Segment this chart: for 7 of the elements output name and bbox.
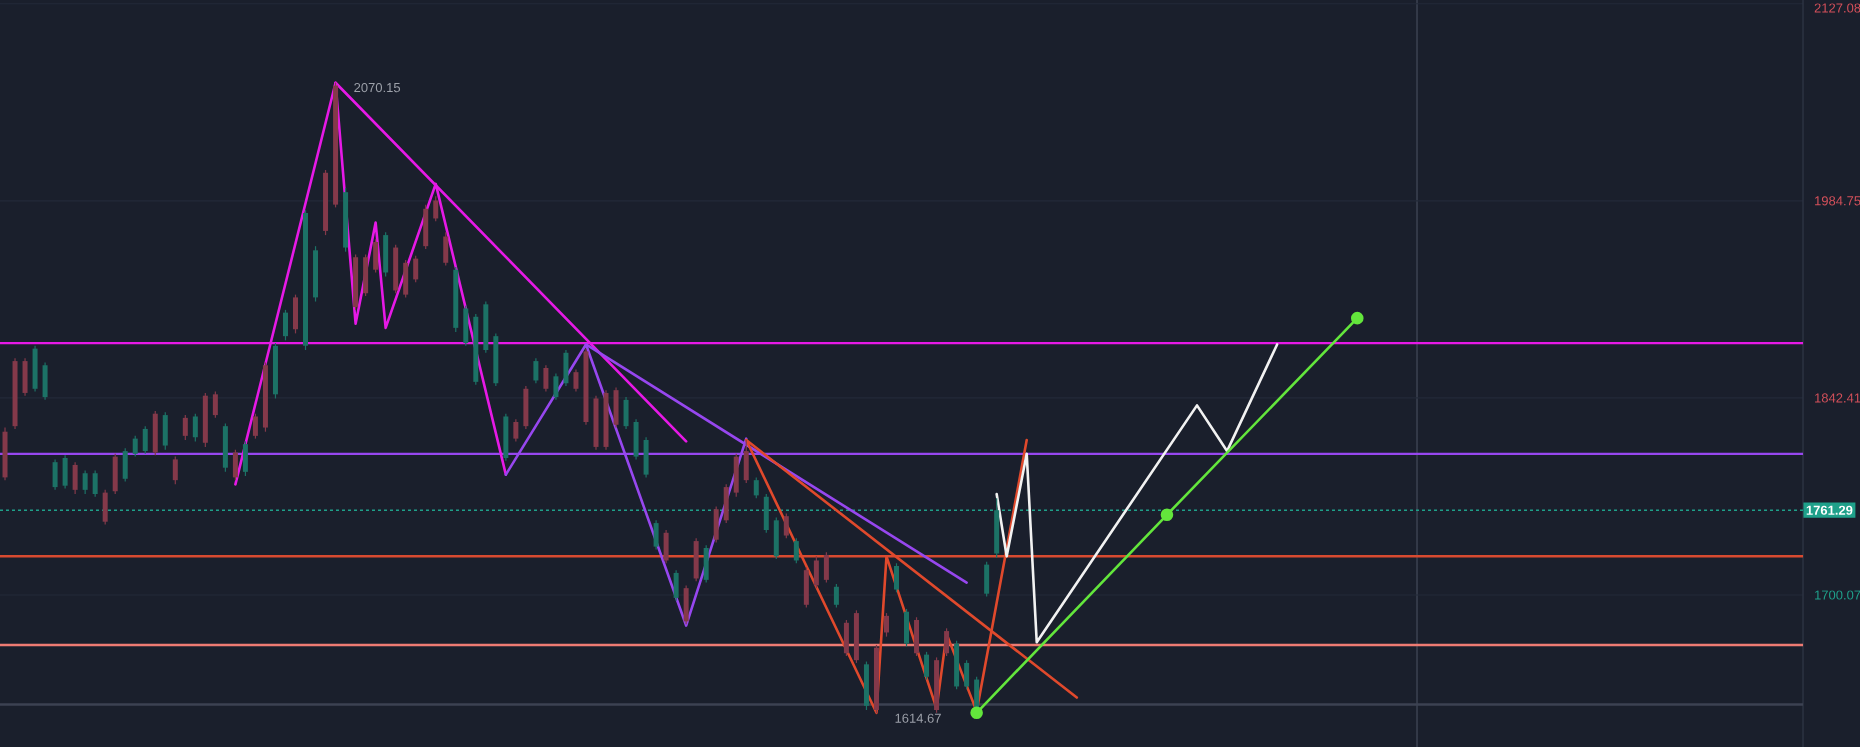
annotation: 1614.67 [895, 713, 941, 723]
annotation: 2070.15 [354, 82, 401, 93]
ref-line-label: 1761.29 [1806, 505, 1853, 515]
y-tick-label: 1842.41 [1815, 393, 1860, 403]
y-tick-label: 1700.07 [1815, 590, 1860, 600]
y-tick-label: 2127.08 [1814, 3, 1860, 13]
y-tick-label: 1984.75 [1815, 196, 1860, 206]
